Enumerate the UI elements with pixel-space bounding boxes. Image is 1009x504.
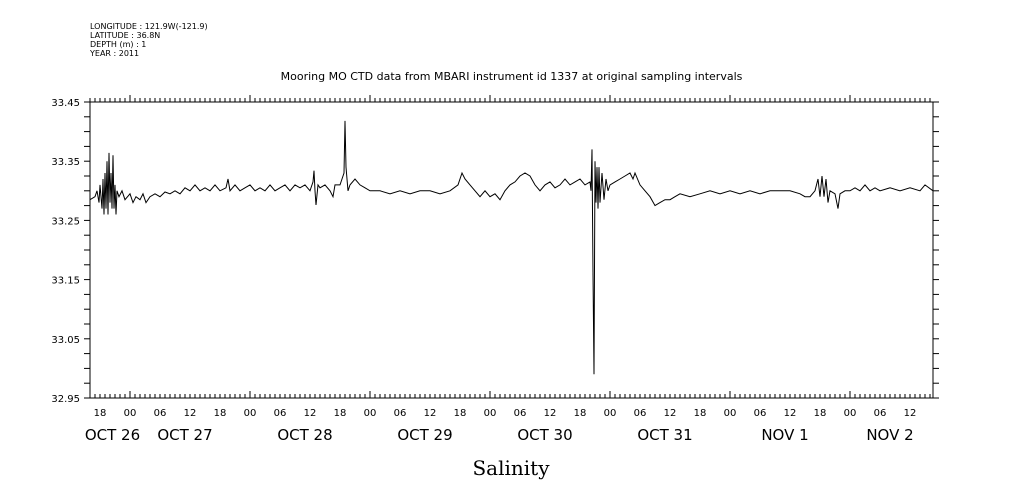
year-label: YEAR : 2011 [90,49,140,58]
x-tick-label: 00 [244,408,257,419]
x-day-label: OCT 30 [517,426,572,444]
x-tick-label: 12 [304,408,317,419]
x-tick-label: 12 [184,408,197,419]
x-tick-label: 18 [334,408,347,419]
chart-title: Mooring MO CTD data from MBARI instrumen… [281,70,743,83]
y-tick-label: 33.15 [51,276,80,287]
x-tick-label: 00 [604,408,617,419]
x-tick-label: 18 [694,408,707,419]
x-day-label: NOV 2 [866,426,913,444]
x-day-label: OCT 28 [277,426,332,444]
chart-caption: Salinity [472,456,550,480]
depth-label: DEPTH (m) : 1 [90,40,147,49]
x-tick-label: 18 [94,408,107,419]
x-tick-label: 18 [454,408,467,419]
plot-frame [89,101,934,399]
y-tick-label: 33.25 [51,216,80,227]
x-day-label: OCT 31 [637,426,692,444]
y-tick-label: 33.05 [51,335,80,346]
latitude-label: LATITUDE : 36.8N [90,31,161,40]
x-tick-label: 06 [274,408,287,419]
x-tick-label: 00 [484,408,497,419]
y-tick-label: 33.35 [51,157,80,168]
x-tick-label: 00 [844,408,857,419]
salinity-series-line [89,120,934,375]
x-tick-label: 00 [124,408,137,419]
x-tick-label: 18 [814,408,827,419]
longitude-label: LONGITUDE : 121.9W(-121.9) [90,22,208,31]
y-tick-label: 33.45 [51,98,80,109]
x-tick-label: 18 [574,408,587,419]
x-tick-label: 12 [664,408,677,419]
x-tick-label: 06 [874,408,887,419]
x-day-label: OCT 27 [157,426,212,444]
x-tick-label: 06 [154,408,167,419]
x-tick-label: 06 [394,408,407,419]
x-tick-label: 18 [214,408,227,419]
x-day-label: NOV 1 [761,426,808,444]
x-tick-label: 12 [424,408,437,419]
x-tick-label: 06 [514,408,527,419]
x-tick-label: 06 [634,408,647,419]
x-tick-label: 12 [784,408,797,419]
x-day-label: OCT 29 [397,426,452,444]
x-tick-label: 12 [904,408,917,419]
x-tick-label: 00 [724,408,737,419]
x-tick-label: 06 [754,408,767,419]
x-day-label: OCT 26 [85,426,140,444]
x-tick-label: 12 [544,408,557,419]
x-tick-label: 00 [364,408,377,419]
y-tick-label: 32.95 [51,394,80,405]
